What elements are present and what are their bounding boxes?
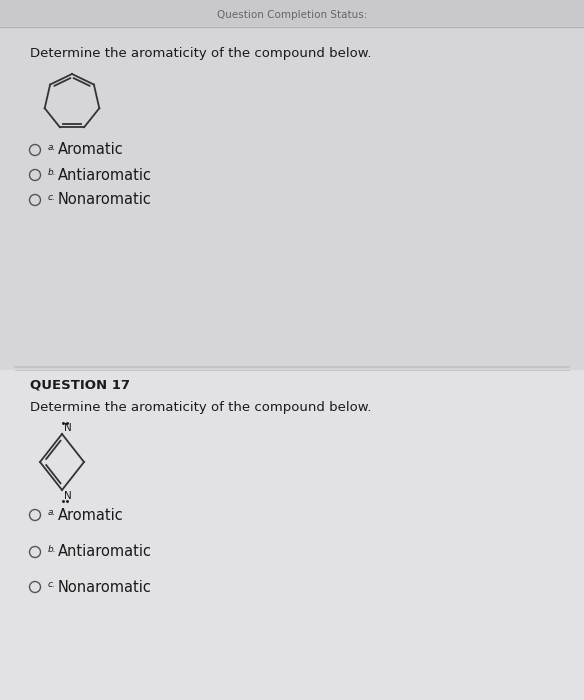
Text: a.: a. [48, 508, 57, 517]
Text: Antiaromatic: Antiaromatic [58, 167, 152, 183]
Text: Question Completion Status:: Question Completion Status: [217, 10, 367, 20]
Text: Aromatic: Aromatic [58, 508, 124, 522]
Text: Determine the aromaticity of the compound below.: Determine the aromaticity of the compoun… [30, 402, 371, 414]
Text: N: N [64, 423, 72, 433]
Text: QUESTION 17: QUESTION 17 [30, 379, 130, 391]
Text: Aromatic: Aromatic [58, 143, 124, 158]
Text: Nonaromatic: Nonaromatic [58, 580, 152, 594]
Text: b.: b. [48, 545, 57, 554]
Bar [0, 370, 584, 700]
Text: a.: a. [48, 143, 57, 152]
Text: N: N [64, 491, 72, 501]
Bar [0, 0, 584, 26]
Text: Antiaromatic: Antiaromatic [58, 545, 152, 559]
Text: Determine the aromaticity of the compound below.: Determine the aromaticity of the compoun… [30, 46, 371, 60]
Text: c.: c. [48, 193, 56, 202]
Text: b.: b. [48, 168, 57, 177]
Text: c.: c. [48, 580, 56, 589]
Text: Nonaromatic: Nonaromatic [58, 193, 152, 207]
